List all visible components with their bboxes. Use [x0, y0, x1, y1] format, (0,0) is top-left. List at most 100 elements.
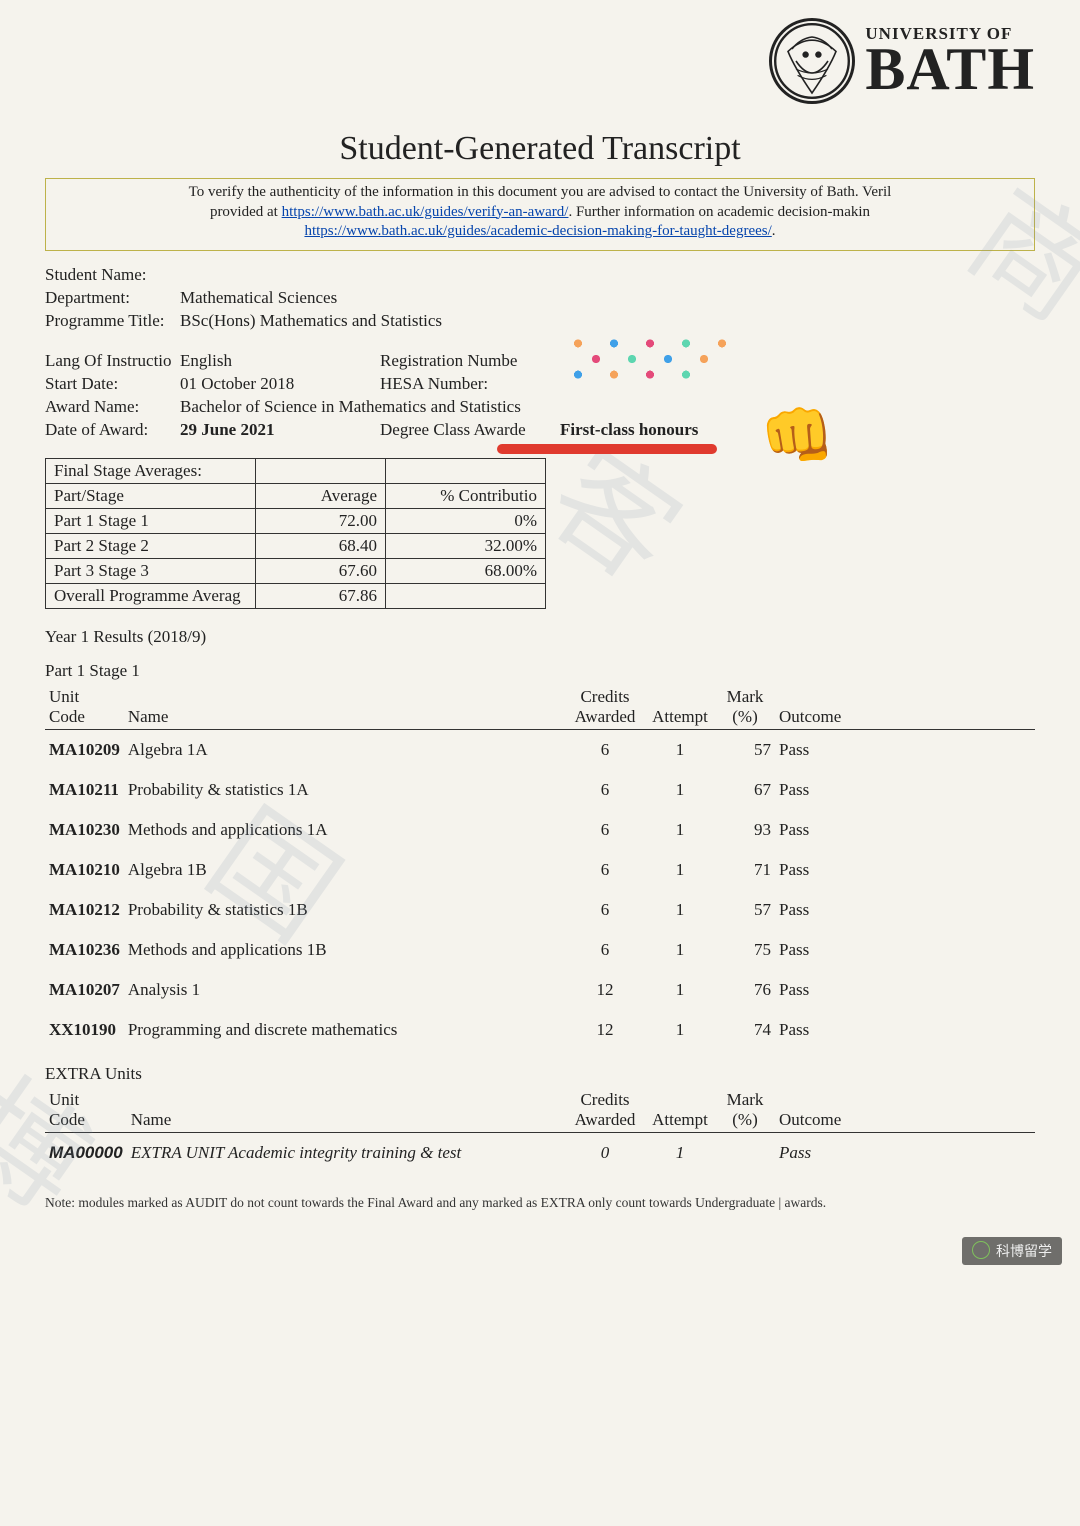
col-mark: Mark(%): [715, 685, 775, 730]
unit-name: Algebra 1B: [124, 850, 565, 890]
unit-name: Probability & statistics 1A: [124, 770, 565, 810]
unit-attempt: 1: [645, 810, 715, 850]
unit-mark: 57: [715, 890, 775, 930]
unit-code: XX10190: [45, 1010, 124, 1050]
avg-stage: Part 3 Stage 3: [46, 558, 256, 583]
verify-text-2b: . Further information on academic decisi…: [568, 204, 870, 220]
avg-val: 67.60: [256, 558, 386, 583]
unit-name: Methods and applications 1B: [124, 930, 565, 970]
regno-label: Registration Numbe: [380, 351, 560, 371]
unit-mark: 74: [715, 1010, 775, 1050]
col-name: Name: [124, 685, 565, 730]
col-outcome: Outcome: [775, 685, 865, 730]
extra-unit-mark: [715, 1132, 775, 1173]
year1-heading: Year 1 Results (2018/9): [45, 627, 1035, 647]
unit-mark: 71: [715, 850, 775, 890]
lang-value: English: [180, 351, 380, 371]
lang-label: Lang Of Instructio: [45, 351, 180, 371]
averages-table: Final Stage Averages: Part/Stage Average…: [45, 458, 546, 609]
avg-col-contrib: % Contributio: [386, 483, 546, 508]
unit-credits: 6: [565, 890, 645, 930]
avg-val: 72.00: [256, 508, 386, 533]
unit-credits: 6: [565, 850, 645, 890]
avg-heading: Final Stage Averages:: [46, 458, 256, 483]
programme-label: Programme Title:: [45, 311, 180, 331]
award-label: Award Name:: [45, 397, 180, 417]
col-attempt: Attempt: [645, 685, 715, 730]
extra-unit-name: EXTRA UNIT Academic integrity training &…: [127, 1132, 565, 1173]
unit-outcome: Pass: [775, 810, 865, 850]
unit-attempt: 1: [645, 729, 715, 770]
avg-contrib: 68.00%: [386, 558, 546, 583]
unit-code: MA10212: [45, 890, 124, 930]
avg-col-part: Part/Stage: [46, 483, 256, 508]
unit-credits: 6: [565, 810, 645, 850]
redacted-block: [560, 333, 740, 385]
verify-text-3b: .: [772, 223, 776, 239]
unit-code: MA10211: [45, 770, 124, 810]
avg-contrib: 32.00%: [386, 533, 546, 558]
col-unit-code: UnitCode: [45, 1088, 127, 1133]
student-info: Student Name: Department: Mathematical S…: [45, 265, 1035, 440]
unit-attempt: 1: [645, 1010, 715, 1050]
unit-outcome: Pass: [775, 970, 865, 1010]
unit-name: Algebra 1A: [124, 729, 565, 770]
extra-unit-outcome: Pass: [775, 1132, 865, 1173]
unit-attempt: 1: [645, 770, 715, 810]
extra-unit-code: MA00000: [45, 1132, 127, 1173]
unit-outcome: Pass: [775, 850, 865, 890]
unit-mark: 75: [715, 930, 775, 970]
unit-attempt: 1: [645, 890, 715, 930]
unit-credits: 6: [565, 930, 645, 970]
unit-code: MA10207: [45, 970, 124, 1010]
col-name: Name: [127, 1088, 565, 1133]
verify-link-2[interactable]: https://www.bath.ac.uk/guides/academic-d…: [304, 223, 771, 239]
unit-mark: 67: [715, 770, 775, 810]
unit-outcome: Pass: [775, 890, 865, 930]
footer-note: Note: modules marked as AUDIT do not cou…: [45, 1195, 1035, 1211]
unit-name: Probability & statistics 1B: [124, 890, 565, 930]
doa-label: Date of Award:: [45, 420, 180, 440]
verification-box: To verify the authenticity of the inform…: [45, 178, 1035, 251]
programme-value: BSc(Hons) Mathematics and Statistics: [180, 311, 1035, 331]
department-value: Mathematical Sciences: [180, 288, 1035, 308]
unit-name: Programming and discrete mathematics: [124, 1010, 565, 1050]
verify-text-2a: provided at: [210, 204, 282, 220]
unit-outcome: Pass: [775, 770, 865, 810]
unit-outcome: Pass: [775, 729, 865, 770]
unit-outcome: Pass: [775, 1010, 865, 1050]
unit-code: MA10210: [45, 850, 124, 890]
avg-val: 68.40: [256, 533, 386, 558]
unit-credits: 12: [565, 970, 645, 1010]
start-label: Start Date:: [45, 374, 180, 394]
page-title: Student-Generated Transcript: [45, 130, 1035, 168]
overall-label: Overall Programme Averag: [46, 583, 256, 608]
year1-stage: Part 1 Stage 1: [45, 661, 1035, 681]
unit-code: MA10236: [45, 930, 124, 970]
unit-code: MA10209: [45, 729, 124, 770]
unit-attempt: 1: [645, 850, 715, 890]
avg-contrib: 0%: [386, 508, 546, 533]
unit-mark: 93: [715, 810, 775, 850]
start-value: 01 October 2018: [180, 374, 380, 394]
unit-outcome: Pass: [775, 930, 865, 970]
extra-unit-credits: 0: [565, 1132, 645, 1173]
class-label: Degree Class Awarde: [380, 420, 560, 440]
col-credits: CreditsAwarded: [565, 685, 645, 730]
regno-value: [560, 351, 1035, 371]
col-attempt: Attempt: [645, 1088, 715, 1133]
unit-credits: 12: [565, 1010, 645, 1050]
fist-emoji: 👊: [760, 400, 835, 471]
doa-value: 29 June 2021: [180, 420, 380, 440]
hesa-label: HESA Number:: [380, 374, 560, 394]
award-value: Bachelor of Science in Mathematics and S…: [180, 397, 1035, 417]
student-name-label: Student Name:: [45, 265, 180, 285]
col-credits: CreditsAwarded: [565, 1088, 645, 1133]
verify-link-1[interactable]: https://www.bath.ac.uk/guides/verify-an-…: [282, 204, 569, 220]
university-seal: [769, 18, 855, 104]
units-table: UnitCode Name CreditsAwarded Attempt Mar…: [45, 685, 1035, 1050]
unit-credits: 6: [565, 770, 645, 810]
red-underline: [497, 444, 717, 454]
university-logo: UNIVERSITY OF BATH: [769, 18, 1035, 104]
unit-mark: 57: [715, 729, 775, 770]
